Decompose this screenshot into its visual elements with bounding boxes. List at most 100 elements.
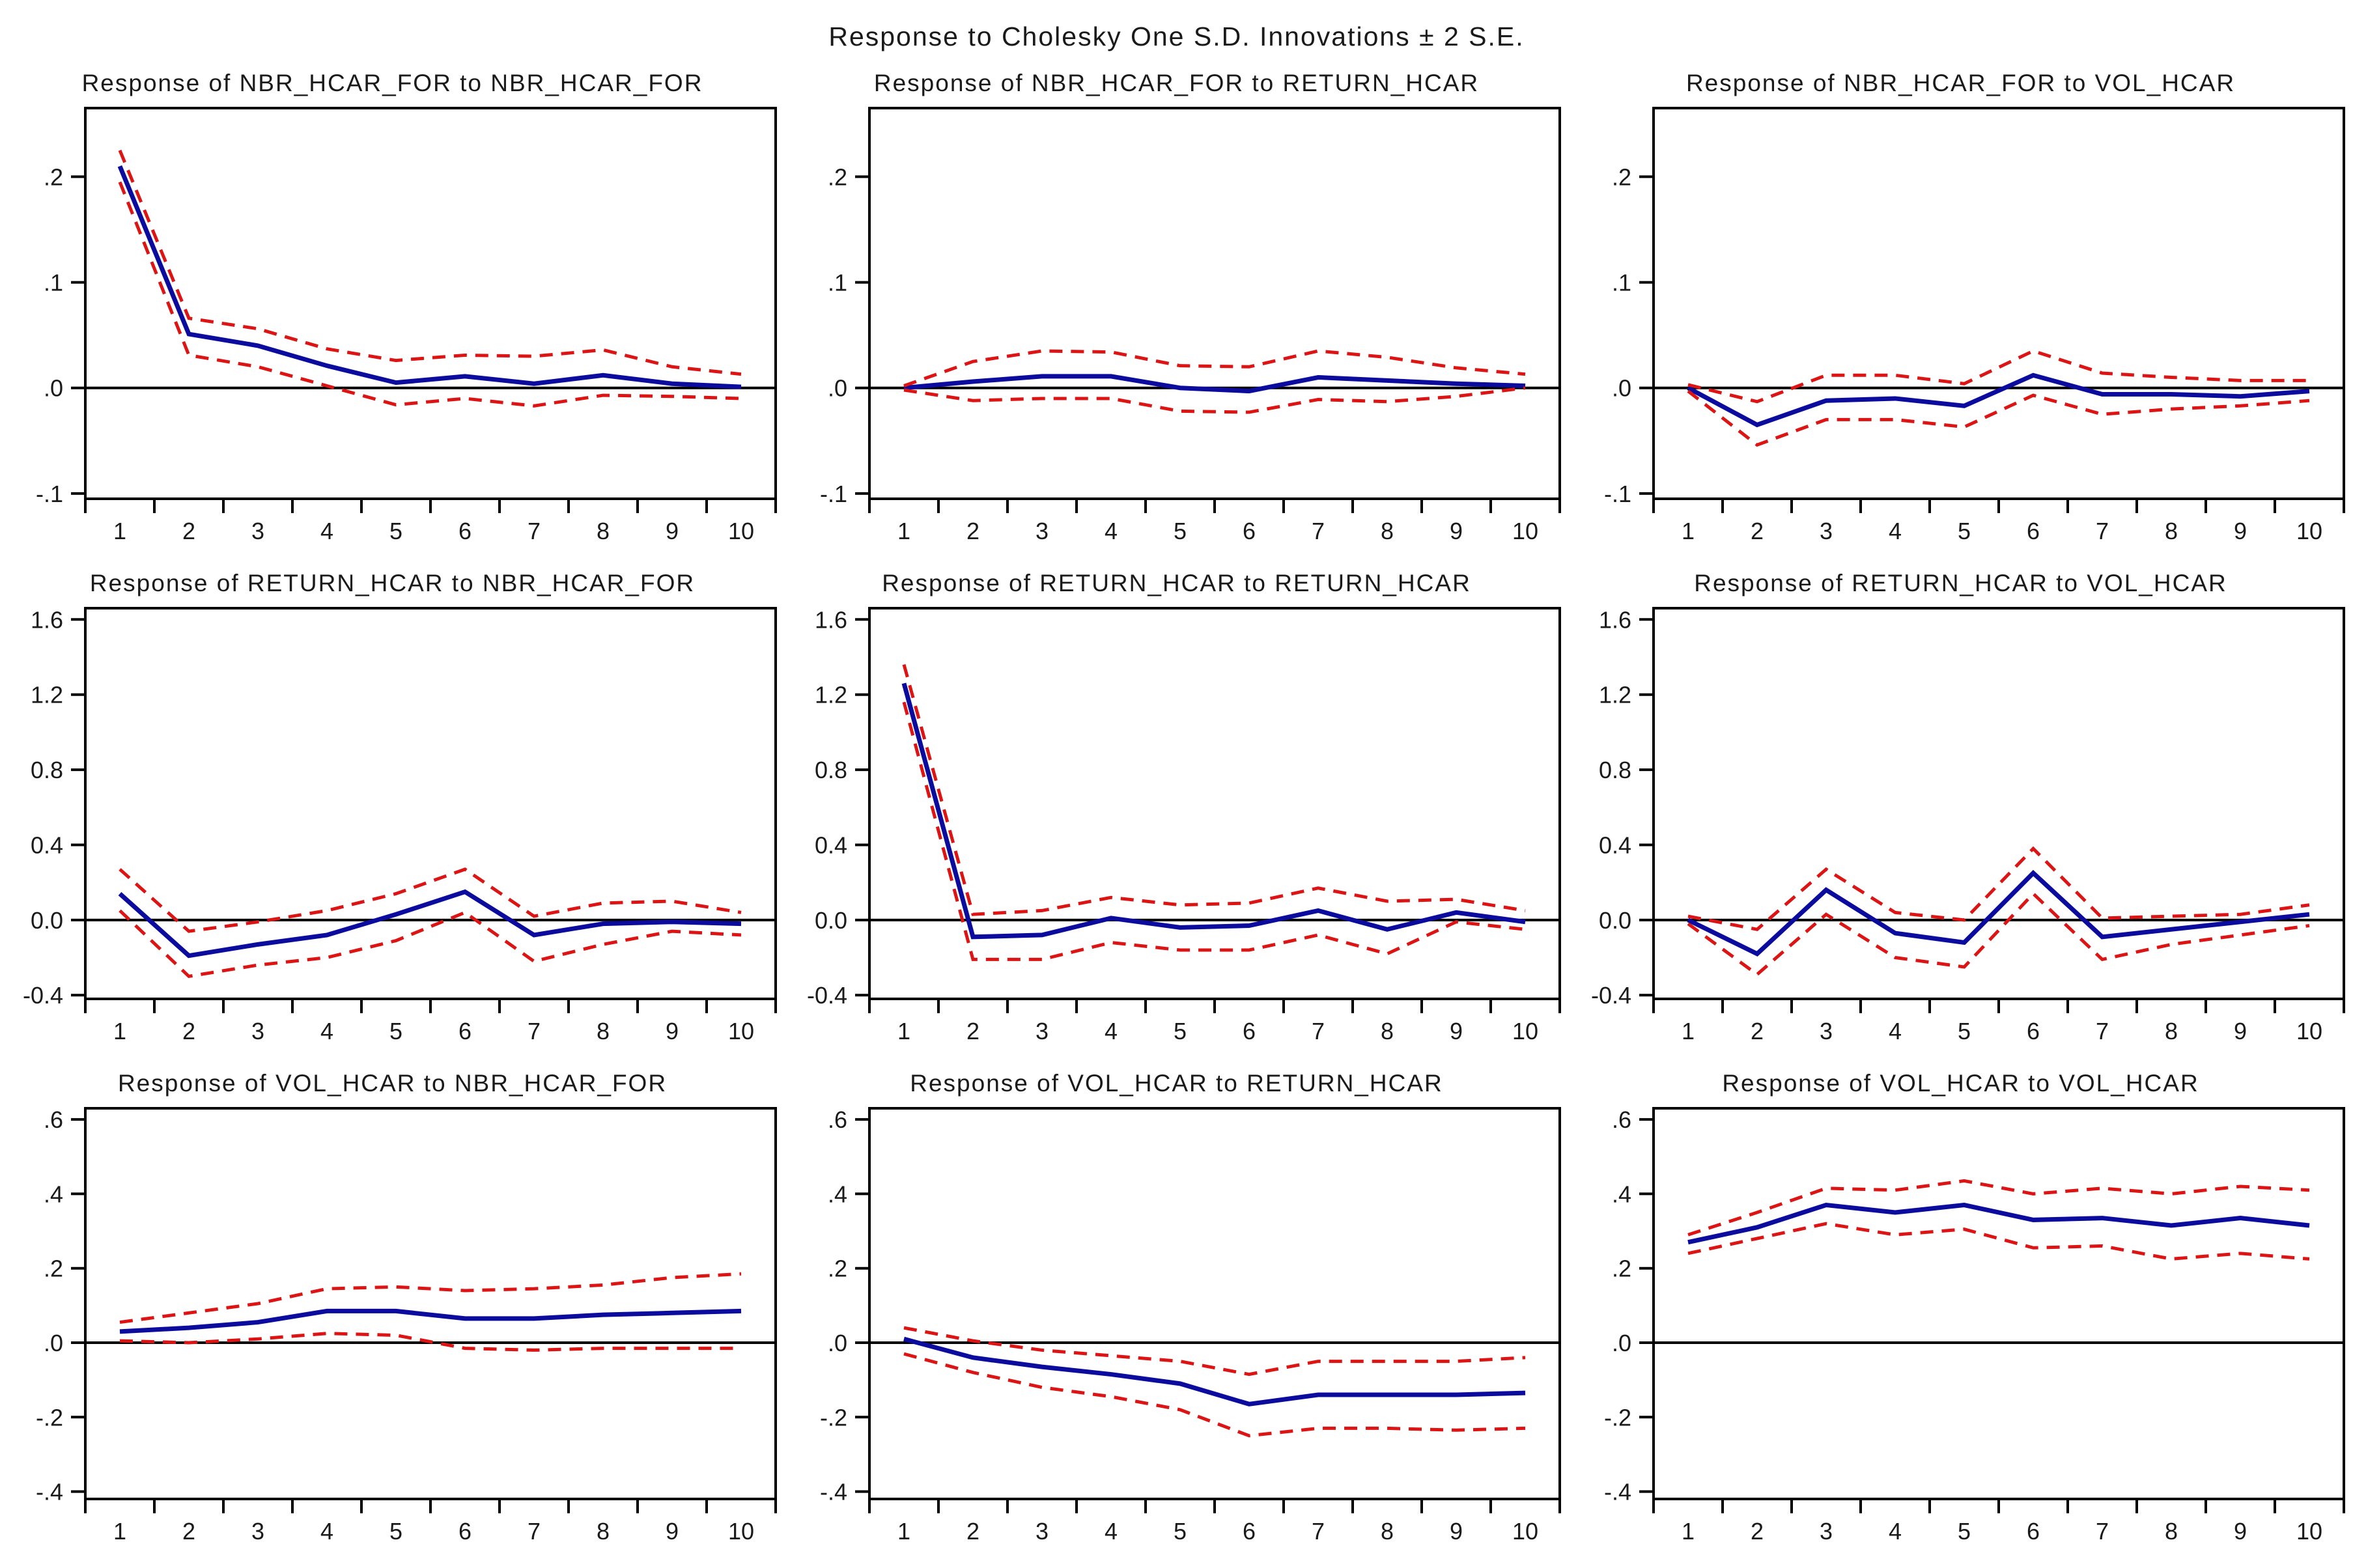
x-tick-label: 6 [1242,1518,1255,1545]
lower-band-line [903,386,1525,414]
y-tick-label: .2 [827,1255,847,1282]
irf-panel: Response of VOL_HCAR to RETURN_HCAR .6 .4… [785,1067,1569,1563]
panel-title: Response of NBR_HCAR_FOR to VOL_HCAR [1685,70,2236,96]
plot-frame [83,607,777,1000]
irf-panel: Response of RETURN_HCAR to RETURN_HCAR 1… [785,567,1569,1063]
y-tick-label: -.2 [35,1404,63,1431]
x-tick-label: 1 [897,518,910,544]
panel-title: Response of VOL_HCAR to NBR_HCAR_FOR [117,1070,668,1097]
x-tick-label: 10 [1512,518,1538,544]
plot-frame [83,1107,777,1500]
y-tick-label: 1.2 [1598,682,1631,708]
x-tick-label: 3 [1035,1018,1048,1044]
x-tick-label: 1 [1681,1518,1694,1545]
x-tick-label: 4 [1104,1018,1117,1044]
y-tick-label: 0.0 [30,907,63,934]
upper-band-line [903,1326,1525,1377]
y-tick-label: -.4 [1603,1479,1631,1505]
y-tick-label: -.2 [1603,1404,1631,1431]
panel-title: Response of VOL_HCAR to RETURN_HCAR [910,1070,1443,1097]
irf-plot: .2 .1 .0 -.1 1 2 3 4 5 6 7 8 9 10 [1603,107,2345,544]
x-tick-label: 5 [1173,518,1186,544]
plot-frame [1652,1107,2345,1500]
x-tick-label: 2 [1750,1018,1763,1044]
plot-frame [1652,607,2345,1000]
upper-band-line [902,664,1525,916]
y-tick-label: .0 [1611,375,1631,402]
x-tick-label: 4 [1104,518,1117,544]
x-tick-label: 6 [2026,1018,2039,1044]
x-tick-label: 3 [1819,1018,1832,1044]
y-tick-label: -.4 [819,1479,847,1505]
x-tick-label: 5 [389,518,402,544]
panel-title: Response of VOL_HCAR to VOL_HCAR [1722,1070,2199,1097]
irf-plot: 1.6 1.2 0.8 0.4 0.0 -0.4 1 2 3 4 5 6 7 8 9 10 [1590,606,2345,1044]
y-tick-label: -0.4 [1590,982,1631,1009]
x-tick-label: 1 [897,1518,910,1545]
irf-panel: Response of RETURN_HCAR to VOL_HCAR 1.6 1… [1569,567,2353,1063]
y-tick-label: .6 [1611,1106,1631,1133]
x-tick-label: 7 [1311,1018,1324,1044]
x-tick-label: 10 [2296,518,2322,544]
lower-band-line [903,1352,1525,1438]
irf-plot: .6 .4 .2 .0 -.2 -.4 1 2 3 4 5 6 7 8 9 10 [819,1106,1561,1545]
y-tick-label: 1.2 [30,682,63,708]
x-tick-label: 9 [1449,518,1462,544]
x-tick-label: 8 [1380,518,1393,544]
response-line [903,374,1525,394]
y-tick-label: 0.0 [814,907,847,934]
lower-band-line [902,701,1525,961]
x-tick-label: 7 [1311,518,1324,544]
x-tick-label: 3 [1035,518,1048,544]
y-tick-label: 0.4 [1598,832,1631,858]
y-tick-label: .0 [827,375,847,402]
x-tick-label: 10 [2296,1018,2322,1044]
x-tick-label: 2 [182,518,195,544]
response-line [1686,372,2309,428]
y-tick-label: 0.8 [814,757,847,783]
y-tick-label: .2 [43,163,63,190]
y-tick-label: 0.0 [1598,907,1631,934]
x-tick-label: 2 [1750,518,1763,544]
x-tick-label: 10 [2296,1518,2322,1545]
y-tick-label: -0.4 [22,982,63,1009]
y-tick-label: -.1 [819,481,847,507]
y-tick-label: .0 [43,1330,63,1356]
x-tick-label: 4 [1104,1518,1117,1545]
x-tick-label: 4 [320,1018,333,1044]
irf-panel: Response of NBR_HCAR_FOR to VOL_HCAR .2.… [1569,66,2353,563]
response-line [117,165,741,389]
main-title: Response to Cholesky One S.D. Innovation… [828,21,1525,51]
x-tick-label: 5 [389,1518,402,1545]
plot-frame [83,107,777,500]
response-line [901,682,1525,940]
x-tick-label: 9 [2233,1518,2246,1545]
x-tick-label: 1 [1681,518,1694,544]
x-tick-label: 7 [527,1518,540,1545]
response-line [1686,869,2309,957]
lower-band-line [1687,891,2309,977]
y-tick-label: -.2 [819,1404,847,1431]
x-tick-label: 4 [1888,518,1901,544]
x-tick-label: 5 [1957,518,1970,544]
x-tick-label: 6 [458,1518,471,1545]
lower-band-line [119,1332,741,1352]
irf-panel: Response of RETURN_HCAR to NBR_HCAR_FOR … [1,567,785,1063]
x-tick-label: 6 [2026,1518,2039,1545]
x-tick-label: 5 [1173,1018,1186,1044]
y-tick-label: .2 [1611,163,1631,190]
irf-plot: 1.6 1.2 0.8 0.4 0.0 -0.4 1 2 3 4 5 6 7 8 9 10 [22,606,777,1044]
irf-panel: Response of NBR_HCAR_FOR to NBR_HCAR_FOR… [1,66,785,563]
x-tick-label: 7 [2095,518,2108,544]
plot-frame [867,607,1561,1000]
irf-panel: Response of VOL_HCAR to NBR_HCAR_FOR .6.… [1,1067,785,1563]
x-tick-label: 10 [1512,1518,1538,1545]
irf-panel: Response of NBR_HCAR_FOR to RETURN_HCAR … [785,66,1569,563]
y-tick-label: -.1 [1603,481,1631,507]
x-tick-label: 10 [727,1518,754,1545]
y-tick-label: 1.6 [30,606,63,633]
y-tick-label: 1.6 [1598,606,1631,633]
y-tick-label: .4 [827,1181,847,1207]
lower-band-line [118,181,741,408]
x-tick-label: 9 [2233,518,2246,544]
